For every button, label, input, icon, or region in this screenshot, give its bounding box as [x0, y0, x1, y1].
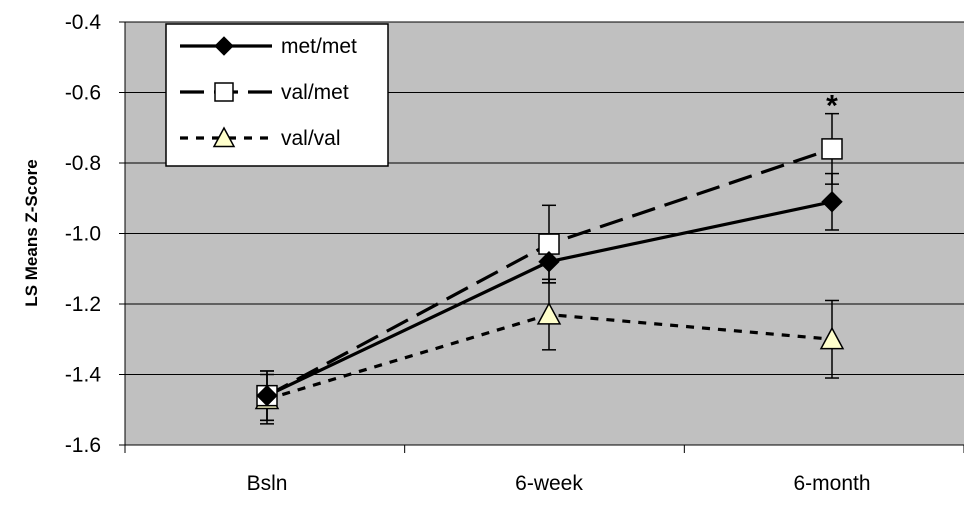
legend-marker	[214, 36, 234, 56]
data-point	[821, 191, 843, 213]
y-tick-label: -0.4	[65, 11, 102, 34]
y-tick-label: -1.0	[65, 223, 101, 246]
y-tick-label: -1.6	[65, 434, 101, 457]
x-tick-label: 6-week	[515, 472, 583, 495]
y-tick-label: -1.2	[65, 293, 101, 316]
significance-asterisk: *	[826, 90, 838, 123]
legend-label: val/met	[281, 81, 349, 104]
y-tick-label: -1.4	[65, 364, 102, 387]
x-tick-label: 6-month	[793, 472, 870, 495]
legend-label: val/val	[281, 127, 341, 150]
legend-marker	[214, 82, 234, 102]
data-point	[536, 301, 562, 325]
y-tick-label: -0.6	[65, 82, 101, 105]
legend	[165, 23, 389, 167]
data-point	[821, 138, 843, 160]
data-point	[256, 384, 278, 407]
legend-label: met/met	[281, 35, 357, 58]
data-point	[819, 326, 845, 350]
y-tick-label: -0.8	[65, 152, 101, 175]
x-tick-label: Bsln	[247, 472, 288, 495]
y-axis-label: LS Means Z-Score	[22, 159, 41, 306]
data-point	[538, 250, 560, 273]
legend-marker	[212, 126, 236, 148]
